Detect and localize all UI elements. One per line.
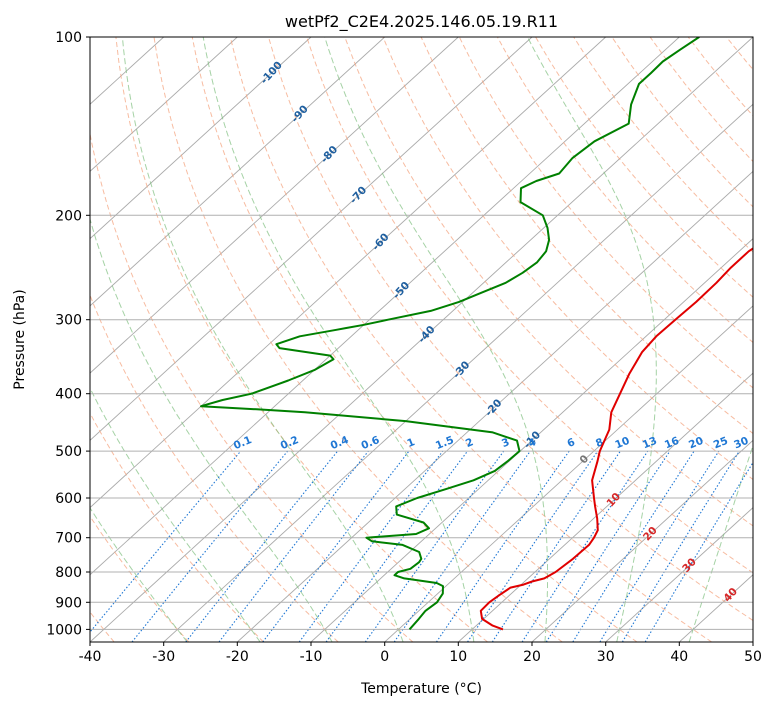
isotherm-line: [90, 37, 753, 642]
moist-adiabat-line: [202, 37, 475, 642]
mixing-ratio-line: [262, 450, 410, 642]
dry-adiabat-line: [344, 37, 753, 527]
y-tick-label: 900: [55, 595, 82, 611]
isotherm-line: [90, 37, 533, 441]
moist-adiabat-line: [688, 444, 753, 642]
mixing-ratio-line: [298, 450, 444, 642]
x-tick-label: 0: [380, 649, 389, 665]
y-tick-label: 300: [55, 313, 82, 329]
y-tick-label: 400: [55, 387, 82, 403]
mixing-ratio-line: [599, 450, 720, 642]
mixing-ratio-label: 30: [732, 435, 750, 452]
x-tick-label: -10: [300, 649, 323, 665]
y-tick-label: 800: [55, 565, 82, 581]
isotherm-line: [90, 37, 238, 173]
dry-adiabat-line: [191, 37, 638, 642]
pressure-gridlines: [90, 37, 753, 630]
dry-adiabat-line: [496, 37, 753, 344]
plot-frame: [89, 36, 754, 643]
profile-lines: [200, 37, 753, 631]
moist-adiabat-line: [121, 37, 404, 642]
x-axis-label: Temperature (°C): [360, 681, 482, 697]
dry-adiabat-line: [535, 37, 753, 298]
isotherm-line: [90, 37, 607, 509]
isotherm-line: [531, 439, 753, 642]
mixing-ratio-label: 20: [687, 435, 705, 452]
dry-adiabat-line: [115, 37, 488, 642]
isotherm-line: [90, 37, 680, 576]
mixing-ratio-label: 2: [464, 436, 475, 450]
isotherm-line: [457, 372, 753, 642]
moist-adiabat-line: [324, 37, 549, 642]
y-tick-label: 200: [55, 208, 82, 224]
mixing-ratio-label: 10: [613, 435, 631, 452]
y-tick-label: 700: [55, 531, 82, 547]
mixing-ratio-line: [572, 450, 695, 642]
mixing-ratio-label: 6: [566, 436, 577, 450]
dry-adiabat-line: [90, 412, 264, 642]
y-tick-label: 100: [55, 30, 82, 46]
isotherm-line: [163, 103, 753, 642]
mixing-ratio-line: [521, 450, 649, 642]
y-axis-ticks: 1000 900 800 700 600 500 400 300 200 100: [46, 30, 90, 638]
isotherm-line: [605, 506, 753, 642]
dry-adiabat-line: [90, 131, 414, 642]
isotherm-line: [384, 305, 753, 642]
mixing-ratio-line: [491, 450, 621, 642]
mixing-ratio-line: [621, 450, 740, 642]
x-tick-label: -20: [226, 649, 249, 665]
mixing-ratio-line: [393, 450, 531, 642]
dry-adiabat-line: [382, 37, 753, 481]
mixing-ratio-line: [545, 450, 671, 642]
x-tick-label: 30: [597, 649, 615, 665]
moist-adiabat-line: [90, 387, 261, 642]
y-tick-label: 500: [55, 444, 82, 460]
mixing-ratio-label: 8: [594, 436, 605, 450]
isotherm-line: [90, 37, 386, 307]
mixing-ratio-label: 1: [405, 436, 416, 450]
moist-adiabat-line: [90, 217, 333, 642]
x-axis-ticks: -40 -30 -20 -10 0 10 20 30 40 50: [79, 642, 762, 665]
y-axis-label: Pressure (hPa): [12, 289, 28, 389]
temperature-profile-line: [479, 247, 753, 631]
dry-adiabat-line: [268, 37, 753, 622]
x-tick-label: 10: [449, 649, 467, 665]
mixing-ratio-label: 16: [663, 435, 681, 452]
x-tick-label: 50: [744, 649, 762, 665]
isotherm-line: [236, 170, 753, 642]
mixing-ratio-label: 4: [527, 436, 538, 450]
y-tick-label: 1000: [46, 622, 82, 638]
mixing-ratio-label: 25: [712, 435, 730, 452]
mixing-ratio-line: [364, 450, 505, 642]
x-tick-label: 20: [523, 649, 541, 665]
mixing-ratio-line: [131, 450, 289, 642]
isotherm-line: [90, 37, 459, 374]
y-tick-label: 600: [55, 491, 82, 507]
background-lines: [90, 37, 753, 642]
mixing-ratio-label: 3: [500, 436, 511, 450]
mixing-ratio-line: [218, 450, 369, 642]
mixing-ratio-line: [435, 450, 570, 642]
isotherm-line: [90, 37, 312, 240]
moist-adiabat-line: [527, 37, 657, 642]
chart-title: wetPf2_C2E4.2025.146.05.19.R11: [285, 12, 558, 32]
mixing-ratio-line: [325, 450, 468, 642]
dry-adiabat-line: [306, 37, 753, 574]
mixing-ratio-line: [644, 461, 753, 642]
x-tick-label: -30: [152, 649, 175, 665]
dry-adiabat-line: [153, 37, 563, 642]
mixing-ratio-label: 13: [641, 435, 659, 452]
dry-adiabat-line: [229, 37, 712, 642]
dry-adiabat-line: [420, 37, 753, 435]
mixing-ratio-labels: 0.10.20.40.611.52346810131620253036: [232, 434, 751, 452]
x-tick-label: -40: [79, 649, 102, 665]
dewpoint-profile-line: [200, 37, 700, 631]
x-tick-label: 40: [670, 649, 688, 665]
